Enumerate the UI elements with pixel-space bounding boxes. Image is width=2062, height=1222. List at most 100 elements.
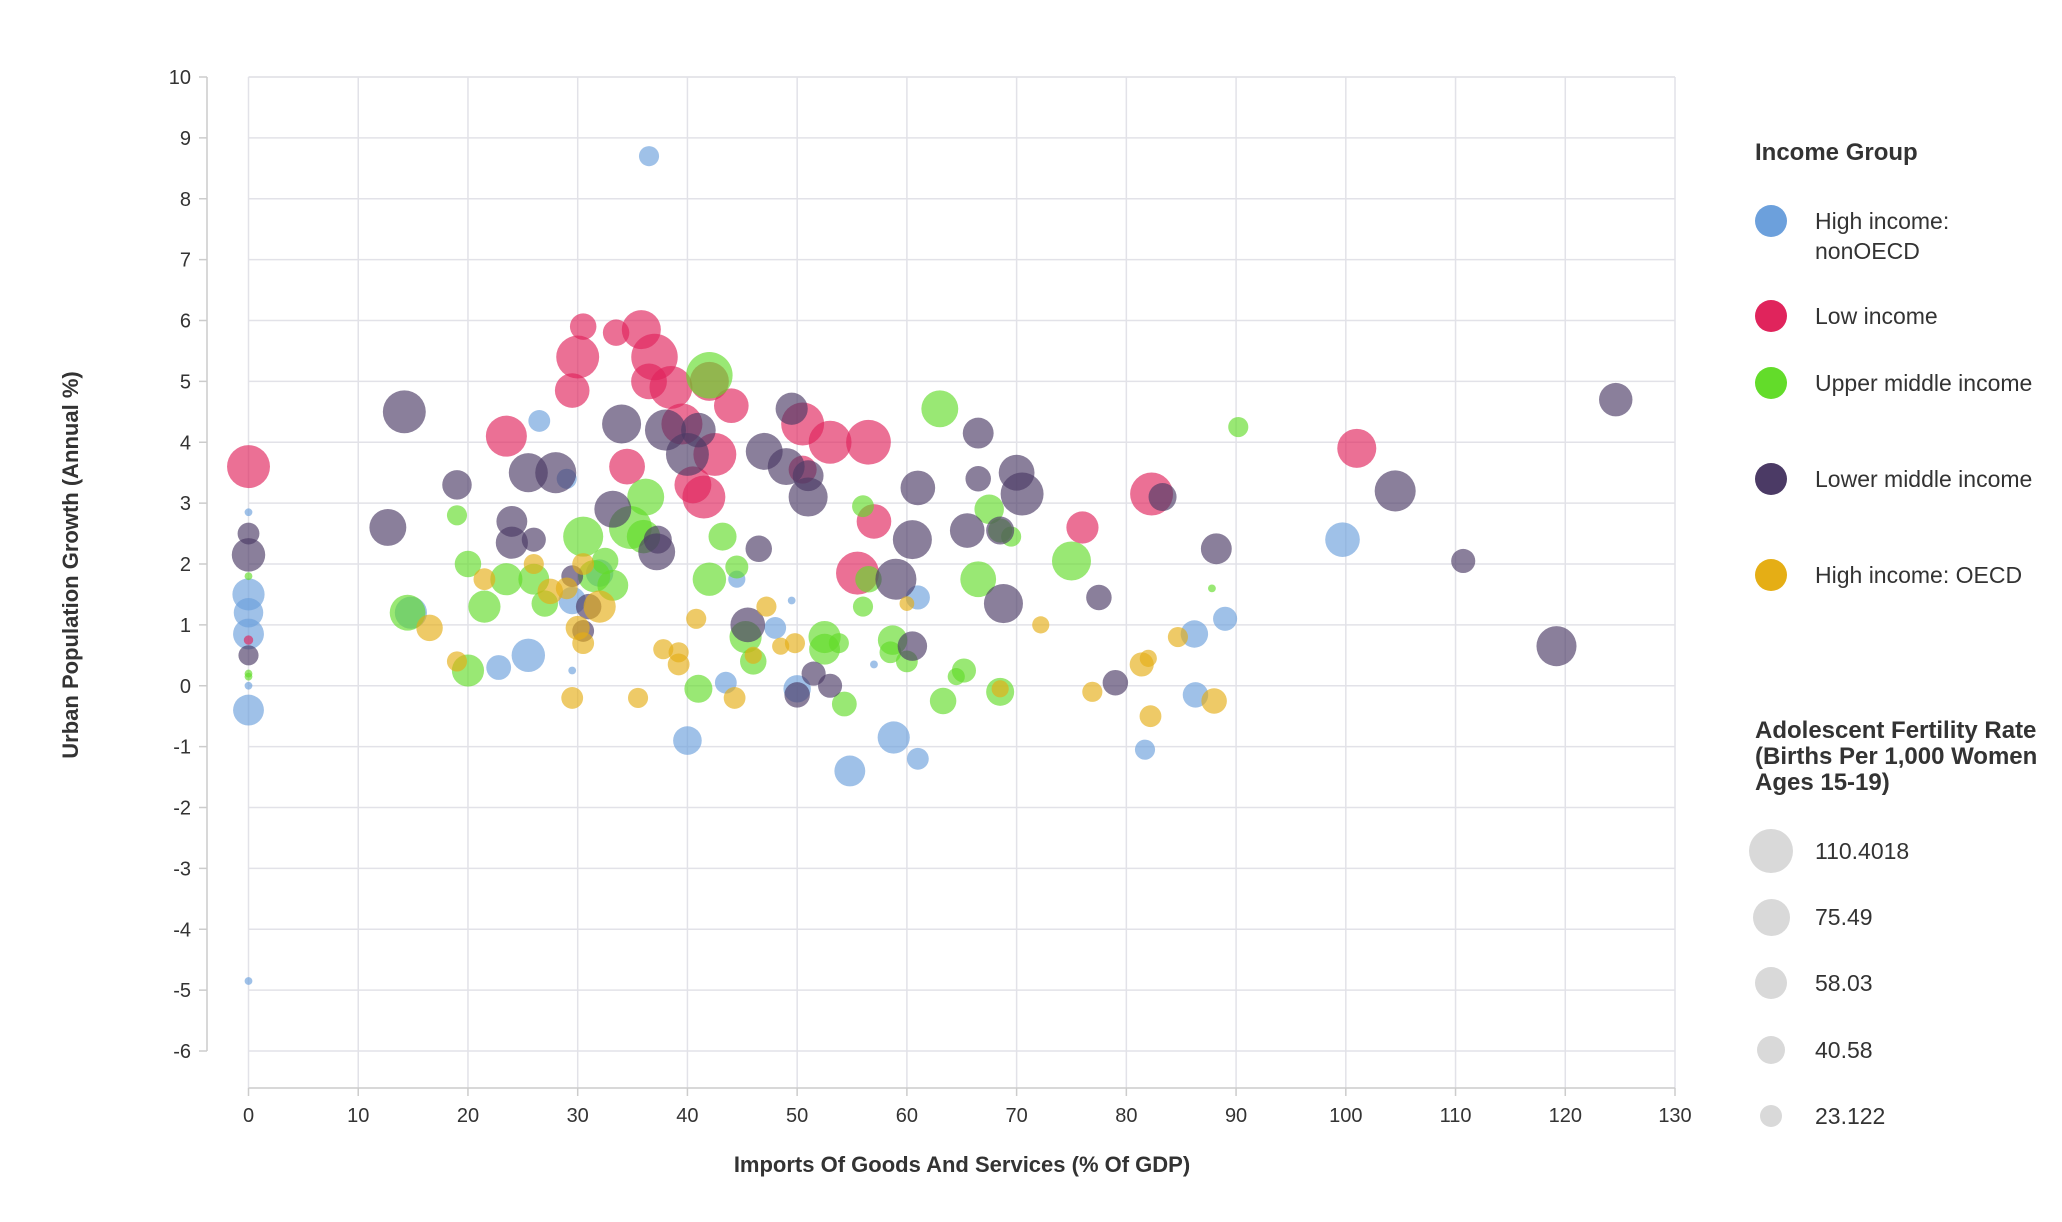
y-tick-label: -3 (173, 858, 191, 880)
data-point (960, 561, 997, 598)
x-tick-label: 120 (1549, 1105, 1582, 1127)
x-tick-label: 100 (1329, 1105, 1362, 1127)
data-point (855, 565, 882, 593)
x-tick-label: 60 (896, 1105, 918, 1127)
data-point (949, 513, 985, 548)
size-legend-circle (1749, 829, 1793, 873)
legend-swatch (1755, 463, 1787, 495)
data-point (1102, 669, 1129, 696)
data-point (1228, 416, 1249, 438)
y-tick-label: 1 (180, 615, 191, 637)
size-legend-label: 40.58 (1815, 1037, 1873, 1063)
data-point (852, 596, 874, 617)
data-point (227, 445, 270, 489)
x-tick-label: 10 (347, 1105, 369, 1127)
y-tick-label: 5 (180, 371, 191, 393)
data-point (808, 420, 852, 464)
data-point (991, 680, 1009, 698)
color-legend-title: Income Group (1755, 139, 1918, 166)
x-tick-label: 50 (786, 1105, 808, 1127)
size-legend-title: Adolescent Fertility Rate (Births Per 1,… (1755, 717, 2038, 796)
data-point (627, 687, 649, 708)
data-point (784, 633, 806, 654)
data-point (673, 726, 702, 755)
data-point (244, 508, 253, 517)
y-tick-label: -4 (173, 919, 191, 941)
y-axis-title: Urban Population Growth (Annual %) (58, 371, 83, 758)
data-point (1000, 472, 1044, 516)
legend-swatch (1755, 205, 1787, 237)
data-point (1134, 739, 1156, 760)
data-point (495, 526, 528, 559)
size-legend-label: 58.03 (1815, 970, 1873, 996)
data-point (1451, 548, 1476, 574)
y-tick-label: -2 (173, 798, 191, 820)
axes: 0 10 20 30 40 50 60 70 80 90 100 110 120 130109876543… (169, 67, 1692, 1127)
data-point (725, 555, 749, 579)
data-point (899, 596, 915, 611)
data-point (713, 388, 749, 424)
data-point (921, 390, 959, 428)
data-point (454, 550, 482, 578)
x-tick-label: 30 (567, 1105, 589, 1127)
data-point (906, 747, 929, 770)
x-tick-label: 70 (1005, 1105, 1027, 1127)
data-point (1148, 483, 1177, 512)
data-point (569, 313, 597, 340)
data-point (521, 527, 546, 552)
data-point (1167, 626, 1188, 648)
data-point (965, 466, 991, 492)
x-tick-label: 40 (676, 1105, 698, 1127)
data-point (834, 755, 866, 787)
data-point (238, 645, 259, 666)
data-point (244, 672, 253, 681)
y-tick-label: 0 (180, 676, 191, 698)
data-point (730, 607, 766, 643)
legend-label: Upper middle income (1815, 370, 2033, 396)
data-point (846, 419, 891, 465)
data-point (744, 646, 762, 664)
legend-swatch (1755, 300, 1787, 332)
data-point (875, 558, 917, 600)
y-tick-label: 3 (180, 493, 191, 515)
data-point (468, 590, 501, 623)
data-point (986, 516, 1015, 545)
data-point (572, 632, 595, 655)
legend-label: High income: nonOECD (1815, 208, 1950, 264)
data-point (490, 563, 523, 596)
data-point (638, 533, 676, 571)
data-point (446, 651, 468, 672)
data-point (929, 687, 957, 715)
data-point (442, 470, 472, 500)
data-point (1086, 584, 1112, 611)
size-legend-label: 110.4018 (1815, 838, 1910, 864)
data-point (556, 335, 600, 379)
legend-label: High income: OECD (1815, 562, 2023, 588)
data-point (1374, 470, 1416, 512)
data-point (594, 490, 632, 528)
data-point (1082, 681, 1103, 702)
legend-label: Lower middle income (1815, 466, 2033, 492)
data-point (1213, 606, 1238, 631)
data-point (627, 478, 665, 516)
data-point (775, 392, 808, 425)
data-point (1599, 382, 1633, 417)
data-point (653, 639, 674, 660)
data-point (983, 584, 1023, 624)
data-point (818, 673, 843, 698)
legend-swatch (1755, 559, 1787, 591)
data-point (1051, 541, 1091, 581)
data-point (609, 448, 645, 485)
data-point (416, 614, 443, 642)
data-point (473, 568, 496, 591)
data-point (523, 553, 544, 575)
data-point (528, 410, 551, 432)
y-tick-label: 2 (180, 554, 191, 576)
data-point (486, 655, 512, 680)
size-legend-label: 75.49 (1815, 904, 1873, 930)
data-point (1066, 511, 1099, 544)
data-point (237, 522, 260, 545)
data-point (682, 475, 726, 519)
size-legend-label: 23.122 (1815, 1103, 1886, 1129)
size-legend-circle (1754, 966, 1788, 1000)
